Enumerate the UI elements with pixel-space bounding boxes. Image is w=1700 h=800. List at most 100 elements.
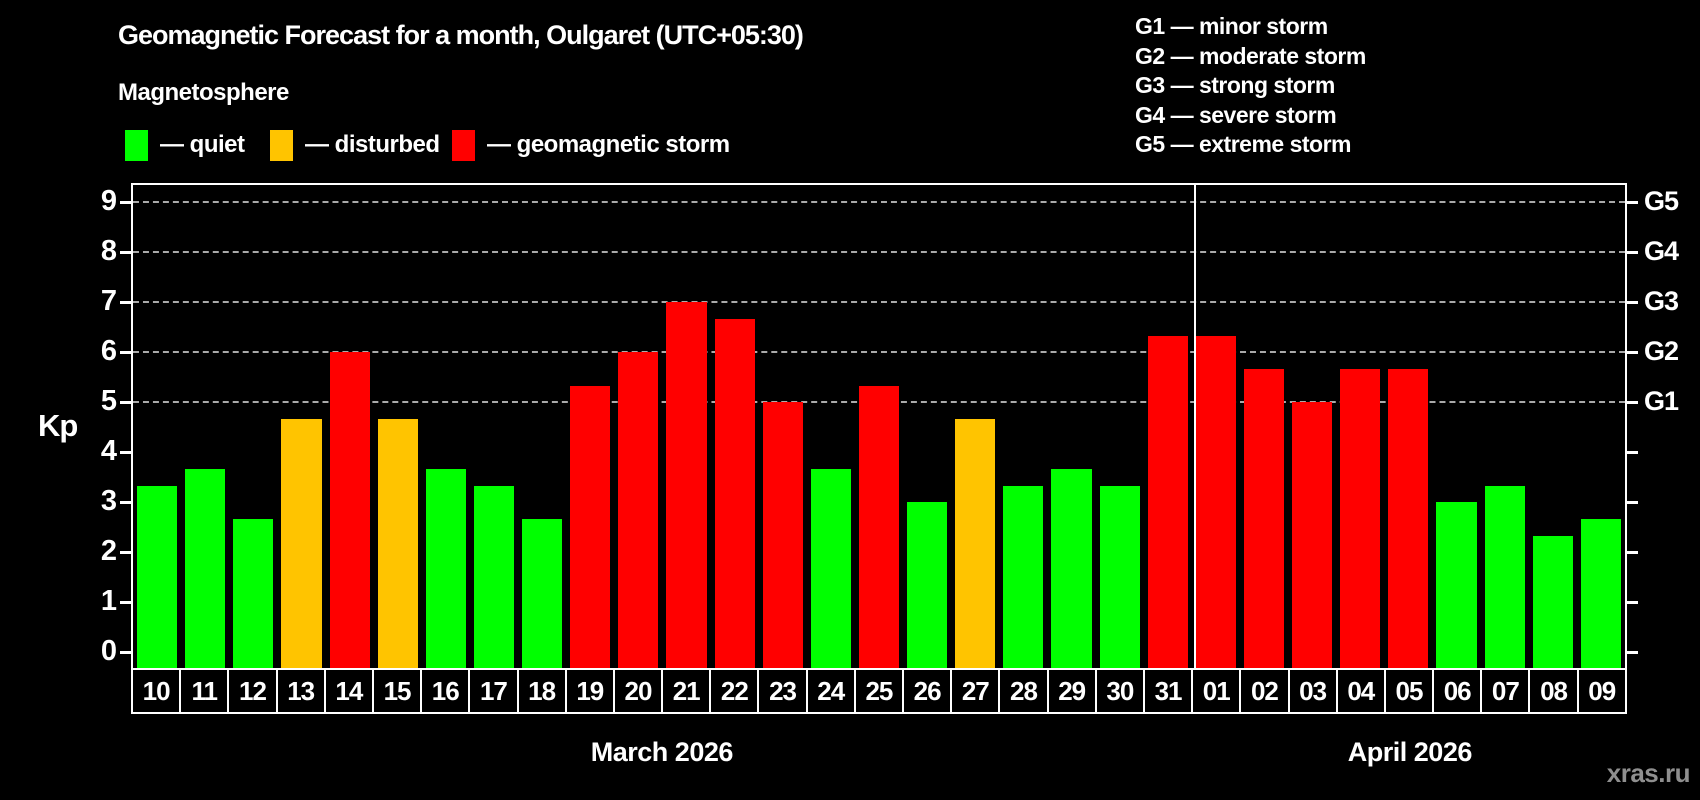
legend-item-quiet: — quiet xyxy=(125,129,245,161)
y-tick-label-5: 5 xyxy=(100,385,117,417)
y-axis-label: Kp xyxy=(38,408,78,443)
y-tick-label-3: 3 xyxy=(100,485,117,517)
right-tick-kp-3 xyxy=(1627,501,1638,504)
day-slot-25 xyxy=(855,185,903,668)
day-slot-24 xyxy=(807,185,855,668)
kp-bar-09 xyxy=(1580,518,1621,668)
day-label-08: 08 xyxy=(1528,668,1579,714)
month-label-2: April 2026 xyxy=(1347,737,1473,767)
legend-item-disturbed: — disturbed xyxy=(270,129,440,161)
kp-bar-07 xyxy=(1484,485,1525,668)
day-slot-01 xyxy=(1192,185,1240,668)
day-label-24: 24 xyxy=(805,668,856,714)
g2-legend-line: G2 — moderate storm xyxy=(1135,42,1366,69)
day-label-10: 10 xyxy=(131,668,182,714)
day-label-02: 02 xyxy=(1239,668,1290,714)
y-tick-label-4: 4 xyxy=(100,435,117,467)
day-label-22: 22 xyxy=(709,668,760,714)
day-slot-29 xyxy=(1047,185,1095,668)
day-slot-23 xyxy=(759,185,807,668)
day-slot-09 xyxy=(1577,185,1625,668)
day-label-25: 25 xyxy=(853,668,904,714)
day-slot-19 xyxy=(566,185,614,668)
left-tick-kp-7 xyxy=(120,301,131,304)
left-tick-kp-9 xyxy=(120,201,131,204)
left-tick-kp-6 xyxy=(120,351,131,354)
kp-bar-14 xyxy=(329,352,370,668)
kp-bar-23 xyxy=(762,402,803,668)
day-label-17: 17 xyxy=(468,668,519,714)
legend-label-disturbed: — disturbed xyxy=(305,131,440,158)
right-tick-kp-2 xyxy=(1627,551,1638,554)
day-label-29: 29 xyxy=(1046,668,1097,714)
kp-bar-05 xyxy=(1388,368,1429,668)
day-label-16: 16 xyxy=(420,668,471,714)
chart-subtitle: Magnetosphere xyxy=(118,79,289,106)
kp-bar-08 xyxy=(1532,535,1573,668)
right-tick-kp-7 xyxy=(1627,301,1638,304)
day-label-06: 06 xyxy=(1432,668,1483,714)
legend-item-storm: — geomagnetic storm xyxy=(452,129,730,161)
kp-bar-25 xyxy=(858,385,899,668)
left-tick-kp-1 xyxy=(120,601,131,604)
day-slot-21 xyxy=(662,185,710,668)
day-label-07: 07 xyxy=(1480,668,1531,714)
kp-bar-18 xyxy=(522,518,563,668)
day-slot-10 xyxy=(133,185,181,668)
kp-bar-02 xyxy=(1243,368,1284,668)
kp-bar-01 xyxy=(1195,335,1236,668)
kp-bar-21 xyxy=(666,302,707,668)
right-tick-kp-6 xyxy=(1627,351,1638,354)
left-tick-kp-4 xyxy=(120,451,131,454)
kp-bar-30 xyxy=(1099,485,1140,668)
right-tick-kp-4 xyxy=(1627,451,1638,454)
right-tick-kp-5 xyxy=(1627,401,1638,404)
kp-bar-28 xyxy=(1003,485,1044,668)
day-label-15: 15 xyxy=(371,668,423,714)
gridline-kp-9 xyxy=(133,201,1625,203)
day-label-19: 19 xyxy=(564,668,615,714)
day-label-05: 05 xyxy=(1383,668,1435,714)
left-tick-kp-2 xyxy=(120,551,131,554)
left-tick-kp-5 xyxy=(120,401,131,404)
y-tick-label-7: 7 xyxy=(100,285,117,317)
day-slot-04 xyxy=(1336,185,1384,668)
legend-label-quiet: — quiet xyxy=(160,131,245,158)
g3-legend-line: G3 — strong storm xyxy=(1135,72,1335,98)
kp-bar-22 xyxy=(714,318,755,668)
right-tick-kp-0 xyxy=(1627,651,1638,654)
day-slot-22 xyxy=(711,185,759,668)
day-slot-30 xyxy=(1096,185,1144,668)
day-label-26: 26 xyxy=(902,668,953,714)
day-label-28: 28 xyxy=(998,668,1049,714)
kp-bar-24 xyxy=(810,468,851,668)
y-tick-label-0: 0 xyxy=(100,635,117,667)
day-label-13: 13 xyxy=(275,668,326,714)
day-label-23: 23 xyxy=(757,668,808,714)
kp-bar-19 xyxy=(570,385,611,668)
y-tick-label-1: 1 xyxy=(100,585,117,617)
day-slot-05 xyxy=(1384,185,1432,668)
kp-bar-16 xyxy=(425,468,466,668)
g4-legend-line: G4 — severe storm xyxy=(1135,101,1337,128)
watermark: xras.ru xyxy=(1606,758,1691,788)
kp-bar-12 xyxy=(233,518,274,668)
quiet-color-swatch xyxy=(125,129,148,161)
day-slot-13 xyxy=(277,185,325,668)
kp-bar-04 xyxy=(1340,368,1381,668)
day-slot-28 xyxy=(999,185,1047,668)
kp-bar-11 xyxy=(185,468,226,668)
kp-bar-06 xyxy=(1436,502,1477,668)
g1-legend-line: G1 — minor storm xyxy=(1135,13,1328,39)
chart-title: Geomagnetic Forecast for a month, Oulgar… xyxy=(118,20,804,50)
kp-bar-29 xyxy=(1051,468,1092,668)
gridline-kp-8 xyxy=(133,251,1625,253)
day-slot-17 xyxy=(470,185,518,668)
day-label-21: 21 xyxy=(661,668,712,714)
g5-legend-line: G5 — extreme storm xyxy=(1135,131,1351,157)
bars-layer xyxy=(133,185,1625,668)
kp-bar-31 xyxy=(1147,335,1188,668)
g-scale-legend: G1 — minor storm G2 — moderate storm G3 … xyxy=(1135,12,1366,160)
day-slot-11 xyxy=(181,185,229,668)
right-tick-kp-8 xyxy=(1627,251,1638,254)
